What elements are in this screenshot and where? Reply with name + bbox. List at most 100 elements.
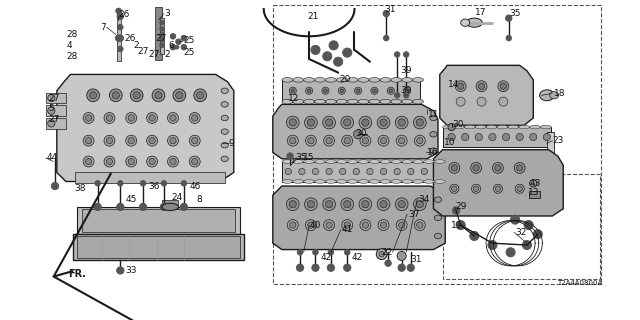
Circle shape bbox=[95, 180, 100, 186]
Circle shape bbox=[367, 168, 373, 175]
Circle shape bbox=[506, 248, 515, 257]
Bar bbox=[282, 162, 438, 181]
Ellipse shape bbox=[358, 180, 369, 183]
Bar bbox=[73, 234, 244, 260]
Text: 9: 9 bbox=[228, 139, 234, 148]
Circle shape bbox=[94, 203, 101, 211]
Circle shape bbox=[160, 27, 164, 31]
Bar bbox=[75, 172, 225, 183]
Circle shape bbox=[448, 133, 455, 141]
Circle shape bbox=[112, 92, 120, 99]
Circle shape bbox=[131, 89, 143, 102]
Circle shape bbox=[380, 168, 387, 175]
Circle shape bbox=[170, 158, 176, 165]
Circle shape bbox=[362, 222, 369, 228]
Ellipse shape bbox=[424, 180, 435, 183]
Ellipse shape bbox=[391, 100, 402, 104]
Circle shape bbox=[324, 89, 327, 92]
Bar bbox=[162, 200, 179, 209]
Ellipse shape bbox=[402, 160, 413, 163]
Circle shape bbox=[394, 168, 400, 175]
Text: 26: 26 bbox=[124, 34, 135, 43]
Circle shape bbox=[344, 138, 351, 144]
Text: 2: 2 bbox=[133, 41, 139, 50]
Circle shape bbox=[372, 89, 376, 92]
Circle shape bbox=[333, 57, 342, 66]
Circle shape bbox=[298, 250, 303, 255]
Circle shape bbox=[326, 222, 332, 228]
Circle shape bbox=[289, 138, 296, 144]
Ellipse shape bbox=[221, 102, 228, 107]
Ellipse shape bbox=[540, 90, 554, 101]
Circle shape bbox=[394, 52, 400, 57]
Circle shape bbox=[360, 135, 371, 146]
Circle shape bbox=[499, 97, 508, 106]
Text: 22: 22 bbox=[381, 248, 393, 257]
Circle shape bbox=[287, 116, 299, 129]
Circle shape bbox=[379, 252, 385, 257]
Ellipse shape bbox=[380, 100, 391, 104]
Ellipse shape bbox=[326, 100, 337, 104]
Circle shape bbox=[180, 203, 188, 211]
Circle shape bbox=[344, 222, 351, 228]
Ellipse shape bbox=[326, 180, 337, 183]
Circle shape bbox=[149, 115, 156, 121]
Bar bbox=[529, 191, 540, 198]
Text: 14: 14 bbox=[448, 80, 460, 89]
Ellipse shape bbox=[282, 180, 292, 183]
Circle shape bbox=[189, 113, 200, 124]
Bar bbox=[160, 18, 164, 54]
Circle shape bbox=[116, 203, 124, 211]
Bar bbox=[46, 118, 66, 129]
Text: 11: 11 bbox=[428, 110, 440, 119]
Circle shape bbox=[339, 168, 346, 175]
Ellipse shape bbox=[303, 100, 314, 104]
Circle shape bbox=[160, 32, 164, 37]
Circle shape bbox=[530, 133, 537, 141]
Circle shape bbox=[341, 116, 353, 129]
Ellipse shape bbox=[380, 180, 391, 183]
Circle shape bbox=[147, 135, 157, 146]
Ellipse shape bbox=[402, 77, 413, 82]
Circle shape bbox=[118, 180, 123, 186]
Circle shape bbox=[115, 35, 122, 41]
Circle shape bbox=[522, 241, 531, 250]
Circle shape bbox=[455, 81, 466, 92]
Circle shape bbox=[398, 119, 405, 126]
Circle shape bbox=[87, 89, 99, 102]
Ellipse shape bbox=[369, 180, 380, 183]
Circle shape bbox=[296, 264, 303, 271]
Circle shape bbox=[160, 203, 168, 211]
Circle shape bbox=[500, 83, 506, 89]
Text: 21: 21 bbox=[307, 12, 319, 21]
Text: 28: 28 bbox=[67, 52, 78, 61]
Circle shape bbox=[191, 138, 198, 144]
Circle shape bbox=[176, 39, 181, 44]
Circle shape bbox=[344, 250, 350, 255]
Ellipse shape bbox=[435, 160, 445, 163]
Circle shape bbox=[543, 133, 550, 141]
Ellipse shape bbox=[430, 148, 437, 153]
Circle shape bbox=[160, 38, 164, 42]
Circle shape bbox=[389, 89, 392, 92]
Circle shape bbox=[356, 89, 360, 92]
Circle shape bbox=[383, 36, 389, 41]
Circle shape bbox=[326, 201, 333, 208]
Circle shape bbox=[307, 119, 314, 126]
Polygon shape bbox=[57, 75, 234, 181]
Circle shape bbox=[189, 135, 200, 146]
Circle shape bbox=[517, 186, 522, 191]
Circle shape bbox=[416, 201, 424, 208]
Circle shape bbox=[506, 15, 512, 21]
Circle shape bbox=[473, 165, 479, 171]
Text: 16: 16 bbox=[427, 148, 438, 157]
Circle shape bbox=[417, 138, 423, 144]
Circle shape bbox=[155, 92, 162, 99]
Text: 26: 26 bbox=[118, 10, 130, 19]
Circle shape bbox=[287, 220, 298, 230]
Circle shape bbox=[478, 83, 484, 89]
Circle shape bbox=[417, 222, 423, 228]
Circle shape bbox=[83, 156, 94, 167]
Circle shape bbox=[502, 133, 509, 141]
Circle shape bbox=[323, 198, 335, 211]
